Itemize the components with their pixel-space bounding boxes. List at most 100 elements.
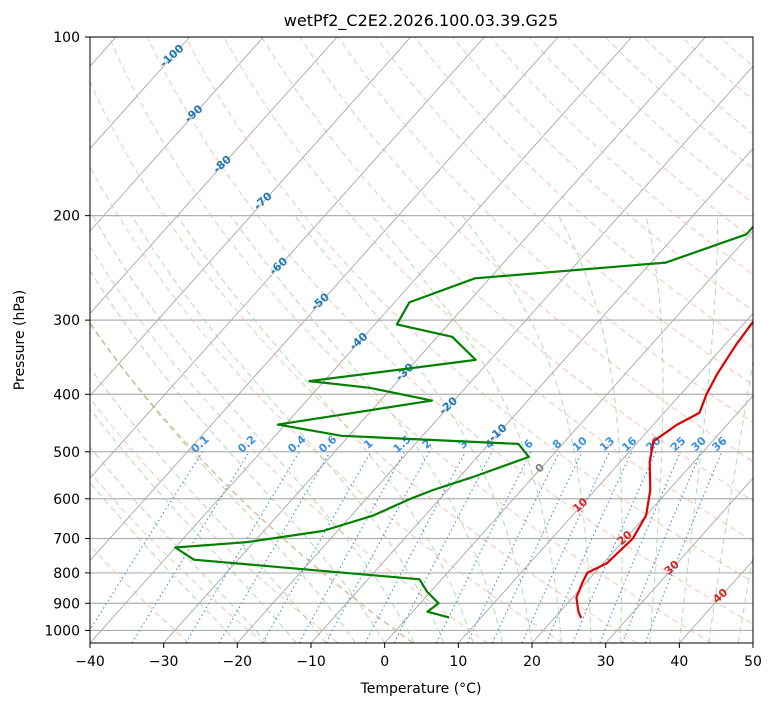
mixing-ratio-line <box>491 451 583 643</box>
moist-adiabat-line <box>90 321 356 643</box>
moist-adiabat-line <box>92 215 415 643</box>
mixing-ratio-line <box>325 451 430 643</box>
x-tick-label: 0 <box>380 654 389 670</box>
mixing-ratio-label: 13 <box>597 434 617 454</box>
x-tick-label: 10 <box>449 654 467 670</box>
dry-adiabat-line <box>681 37 753 101</box>
y-tick-label: 500 <box>53 445 80 461</box>
x-tick-label: −10 <box>296 654 326 670</box>
x-tick-label: 40 <box>670 654 688 670</box>
mixing-ratio-line <box>545 451 633 643</box>
mixing-ratio-line <box>185 451 300 643</box>
mixing-ratio-label: 10 <box>570 434 590 454</box>
mixing-ratio-label: 1 <box>361 437 375 452</box>
x-tick-label: −40 <box>75 654 105 670</box>
isotherm-line <box>90 37 485 479</box>
dry-adiabat-line <box>90 544 190 643</box>
dry-adiabat-line <box>90 471 264 643</box>
isotherm-line <box>90 37 264 232</box>
mixing-ratio-line <box>298 451 405 643</box>
x-axis-title: Temperature (°C) <box>360 681 482 697</box>
y-axis-title: Pressure (hPa) <box>12 290 28 390</box>
dry-adiabat-line <box>90 165 563 643</box>
moist-adiabat-line <box>737 553 753 643</box>
x-tick-label: 30 <box>597 654 615 670</box>
mixing-ratio-line <box>466 451 560 643</box>
moist-adiabat-line <box>131 215 445 643</box>
dry-adiabat-line <box>90 322 414 643</box>
isotherm-line <box>90 37 412 397</box>
mixing-ratio-line <box>521 451 610 643</box>
y-tick-label: 100 <box>53 30 80 46</box>
isotherm-line <box>384 230 753 643</box>
mixing-ratio-label: 16 <box>619 434 639 454</box>
plot-frame <box>89 36 754 644</box>
background-lines <box>90 37 753 643</box>
mixing-ratio-label: 36 <box>709 434 729 454</box>
x-tick-label: −30 <box>149 654 179 670</box>
moist-adiabat-line <box>90 446 268 643</box>
dry-adiabat-line <box>490 37 753 275</box>
y-tick-label: 1000 <box>44 623 80 639</box>
moist-adiabat-line <box>461 215 592 643</box>
y-tick-label: 800 <box>53 566 80 582</box>
isotherm-line <box>678 559 753 643</box>
isotherm-line <box>90 37 633 643</box>
mixing-ratio-line <box>572 451 657 643</box>
axes: −40 −30 −20 −10 0 10 20 30 40 5010009008007006005… <box>44 30 762 670</box>
isotherm-line <box>457 312 753 643</box>
y-tick-label: 900 <box>53 596 80 612</box>
temperature-profile-line <box>575 320 753 619</box>
y-tick-label: 400 <box>53 387 80 403</box>
dry-adiabat-line <box>90 80 638 643</box>
y-tick-label: 200 <box>53 209 80 225</box>
profile-series <box>174 225 753 619</box>
dry-adiabat-line <box>90 245 488 643</box>
mixing-ratio-line <box>364 451 466 643</box>
moist-adiabat-line <box>558 215 623 643</box>
moist-adiabat-line <box>708 357 753 643</box>
dry-adiabat-line <box>223 37 753 542</box>
y-tick-label: 700 <box>53 532 80 548</box>
mixing-ratio-label: 8 <box>550 437 564 452</box>
y-tick-label: 600 <box>53 492 80 508</box>
moist-adiabat-line <box>230 215 503 643</box>
dry-adiabat-line <box>375 37 753 386</box>
mixing-ratio-line <box>621 451 702 643</box>
mixing-ratio-label: 3 <box>456 437 470 452</box>
moist-adiabat-line <box>371 215 562 643</box>
mixing-ratio-line <box>599 451 682 643</box>
isotherm-line <box>752 642 753 643</box>
mixing-ratio-line <box>262 451 372 643</box>
moist-adiabat-line <box>90 408 297 643</box>
isotherm-line <box>90 37 559 562</box>
moist-adiabat-line <box>90 481 238 643</box>
dry-adiabat-line <box>146 37 753 625</box>
mixing-ratio-line <box>435 451 532 643</box>
isotherm-line <box>90 37 191 150</box>
chart-title: wetPf2_C2E2.2026.100.03.39.G25 <box>284 11 558 31</box>
dry-adiabat-line <box>642 37 753 135</box>
isotherm-label: 0 <box>533 461 548 476</box>
isotherm-line <box>236 65 753 643</box>
mixing-ratio-lines <box>90 451 723 643</box>
dry-adiabat-line <box>452 37 753 312</box>
dry-adiabat-line <box>566 37 753 205</box>
moist-adiabat-line <box>90 269 386 643</box>
isotherm-line <box>310 147 753 643</box>
moist-adiabat-line <box>90 366 327 643</box>
y-tick-label: 300 <box>53 313 80 329</box>
x-tick-label: −20 <box>223 654 253 670</box>
moist-adiabat-line <box>645 215 664 643</box>
mixing-ratio-line <box>131 451 250 643</box>
mixing-ratio-line <box>90 451 203 631</box>
x-tick-label: 50 <box>744 654 762 670</box>
isotherm-line <box>163 37 706 643</box>
dewpoint-profile-line <box>174 225 753 619</box>
mixing-ratio-label: 25 <box>668 434 688 454</box>
dry-adiabat-line <box>528 37 753 240</box>
x-tick-label: 20 <box>523 654 541 670</box>
mixing-ratio-label: 30 <box>689 434 709 454</box>
isotherm-line <box>605 477 753 643</box>
